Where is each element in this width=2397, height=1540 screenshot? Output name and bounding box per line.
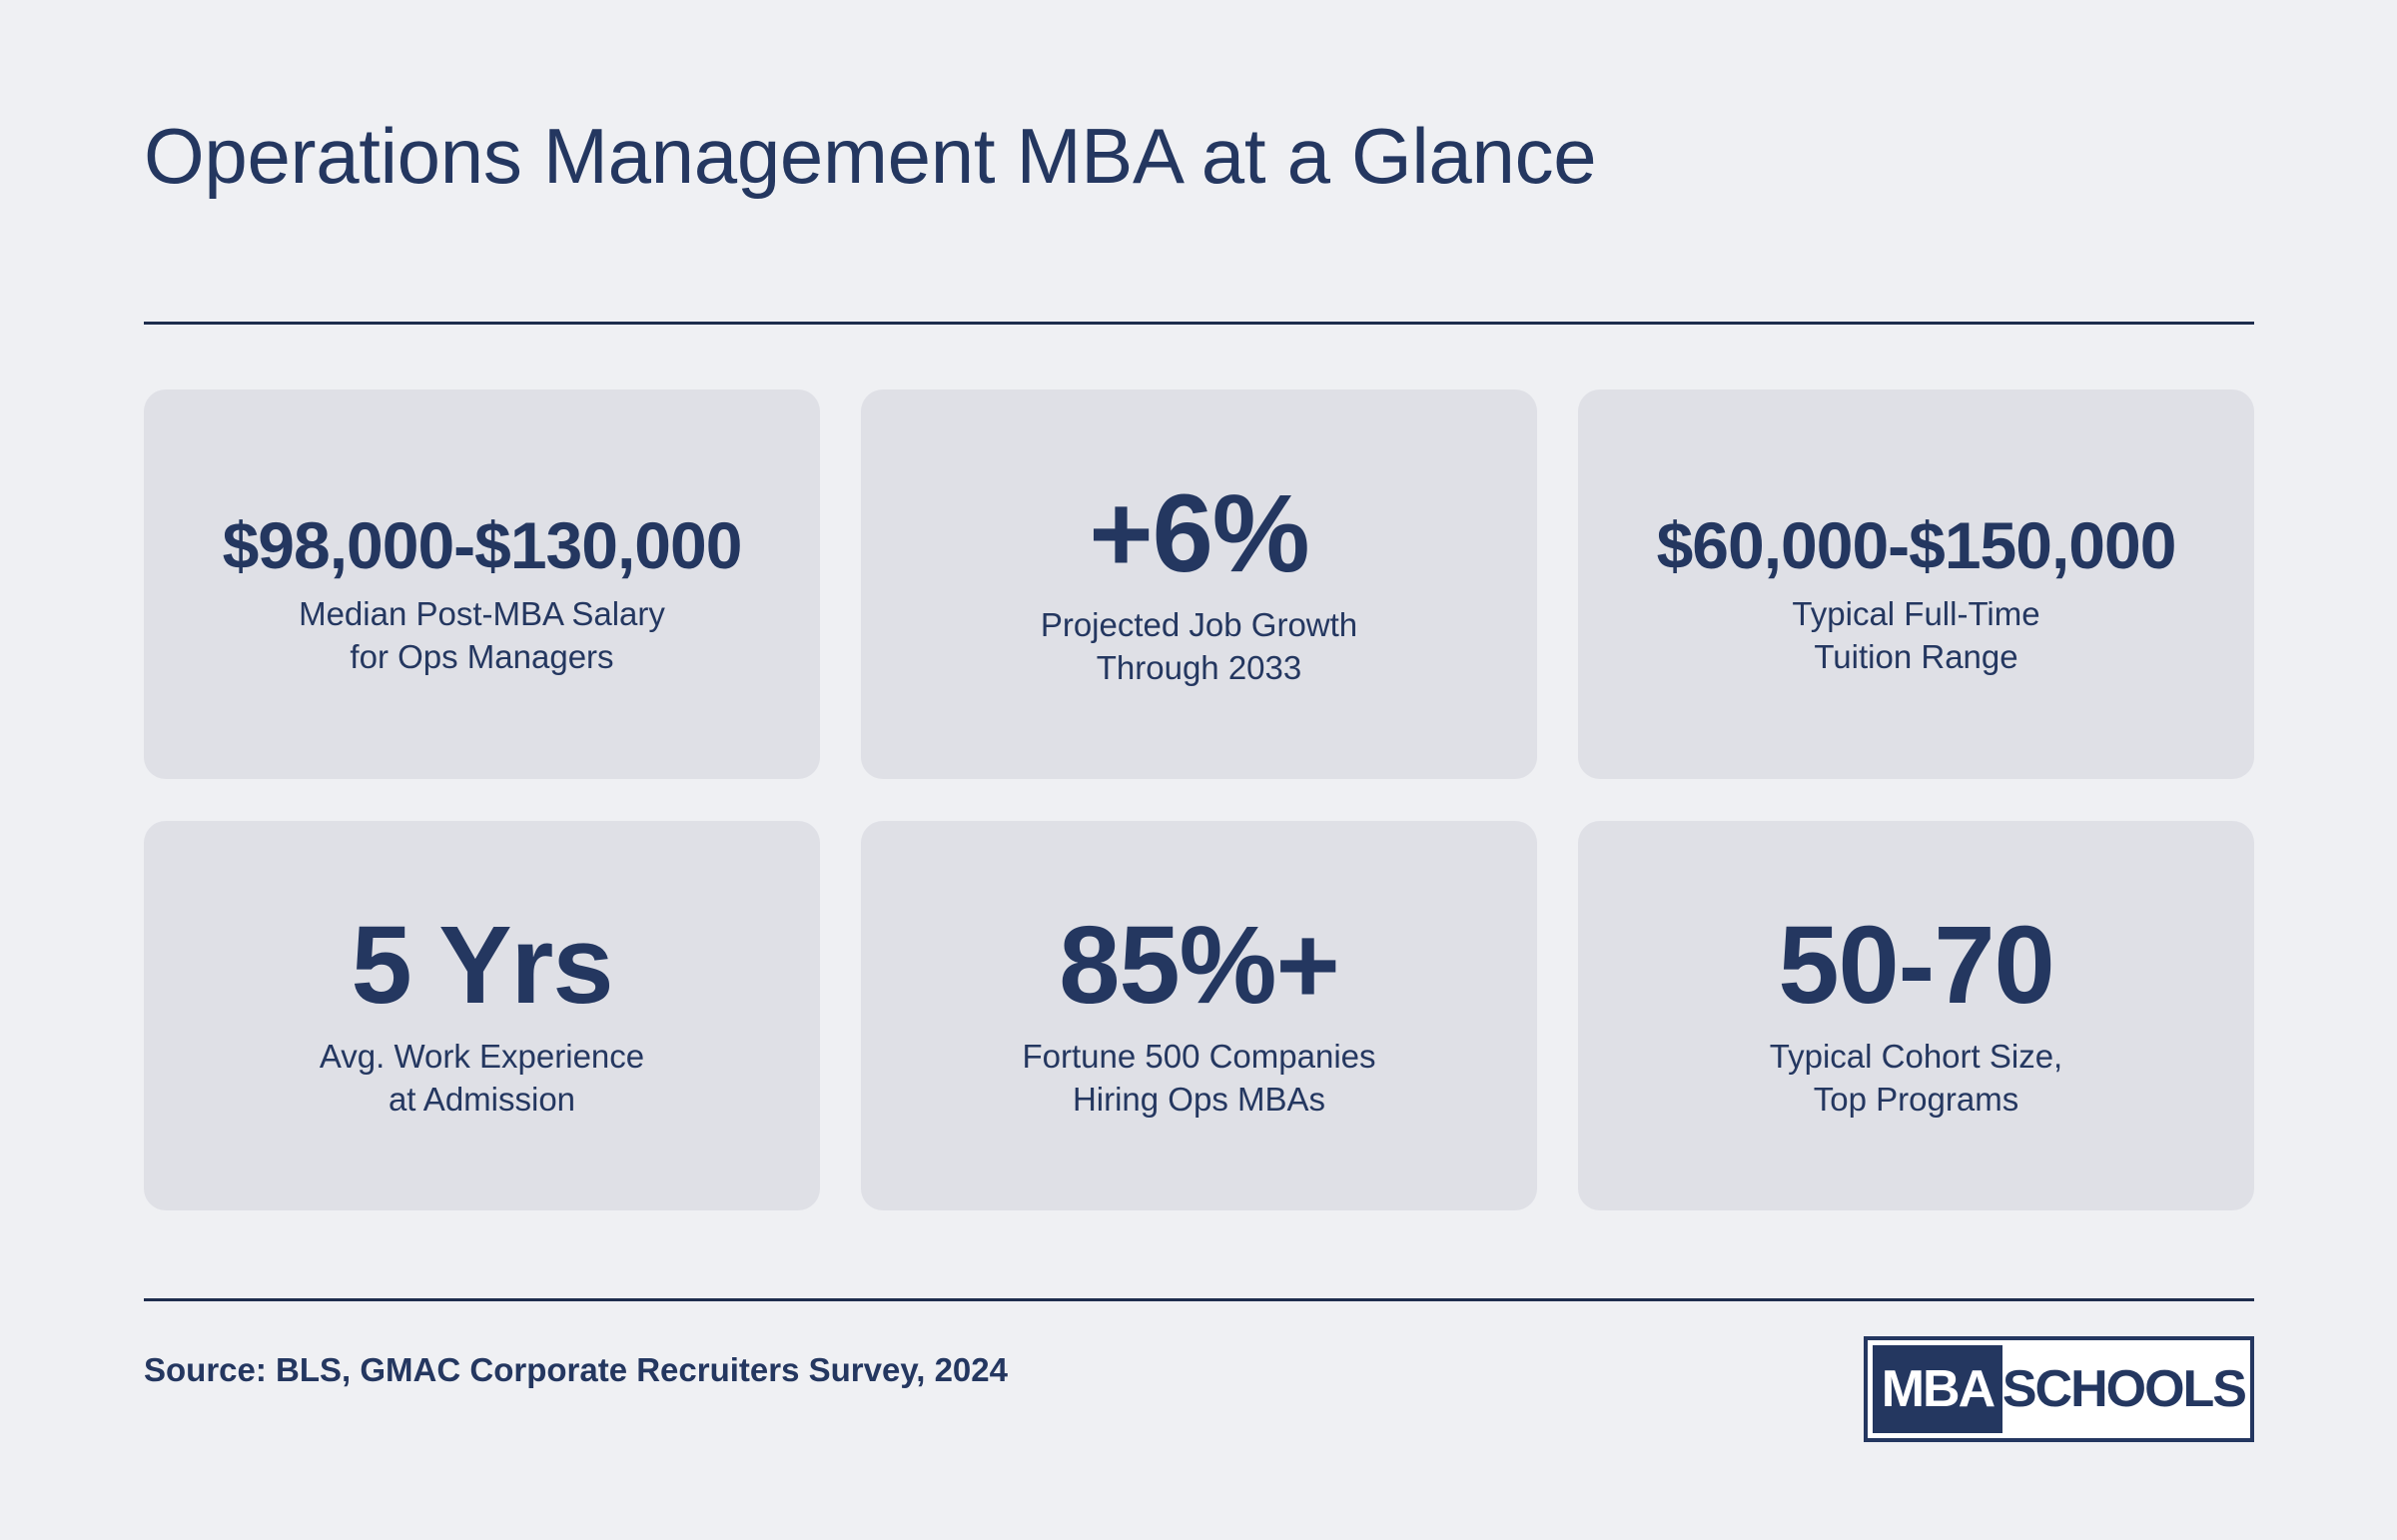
stat-label-line: Tuition Range (1814, 638, 2018, 675)
stat-label-line: Median Post-MBA Salary (299, 595, 665, 632)
page-title: Operations Management MBA at a Glance (144, 112, 1597, 200)
stat-label-line: Top Programs (1813, 1081, 2019, 1118)
stat-label: Typical Cohort Size, Top Programs (1770, 1035, 2062, 1121)
stat-label-line: Typical Full-Time (1792, 595, 2040, 632)
stat-value: 85%+ (1059, 904, 1339, 1027)
stat-label-line: Fortune 500 Companies (1022, 1038, 1376, 1075)
stat-card-job-growth: +6% Projected Job Growth Through 2033 (861, 389, 1537, 779)
stat-label: Projected Job Growth Through 2033 (1041, 603, 1357, 689)
stat-label-line: for Ops Managers (350, 638, 614, 675)
stat-card-fortune-500: 85%+ Fortune 500 Companies Hiring Ops MB… (861, 821, 1537, 1210)
stat-label-line: Avg. Work Experience (319, 1038, 645, 1075)
stat-label-line: Hiring Ops MBAs (1072, 1081, 1326, 1118)
stat-card-tuition: $60,000-$150,000 Typical Full-Time Tuiti… (1578, 389, 2254, 779)
stat-card-work-experience: 5 Yrs Avg. Work Experience at Admission (144, 821, 820, 1210)
stat-label: Avg. Work Experience at Admission (320, 1035, 644, 1121)
stat-card-cohort-size: 50-70 Typical Cohort Size, Top Programs (1578, 821, 2254, 1210)
stat-value: 5 Yrs (351, 904, 613, 1027)
stat-card-salary: $98,000-$130,000 Median Post-MBA Salary … (144, 389, 820, 779)
stat-label: Typical Full-Time Tuition Range (1792, 592, 2039, 678)
source-note: Source: BLS, GMAC Corporate Recruiters S… (144, 1351, 1008, 1388)
stat-value: 50-70 (1778, 904, 2054, 1027)
stat-label: Median Post-MBA Salary for Ops Managers (299, 592, 665, 678)
stat-label: Fortune 500 Companies Hiring Ops MBAs (1022, 1035, 1375, 1121)
stat-label-line: Projected Job Growth (1040, 606, 1358, 643)
stat-value: +6% (1089, 472, 1309, 595)
stat-value: $98,000-$130,000 (222, 508, 743, 582)
logo-schools-text: SCHOOLS (2001, 1360, 2247, 1418)
mba-schools-logo: MBA SCHOOLS (1864, 1336, 2254, 1442)
logo-mba-text: MBA (1873, 1345, 2002, 1433)
bottom-divider (144, 1298, 2254, 1301)
stat-label-line: Through 2033 (1096, 649, 1302, 686)
stats-grid: $98,000-$130,000 Median Post-MBA Salary … (144, 389, 2254, 1210)
stat-value: $60,000-$150,000 (1656, 508, 2177, 582)
stat-label-line: Typical Cohort Size, (1769, 1038, 2063, 1075)
stat-label-line: at Admission (388, 1081, 576, 1118)
top-divider (144, 322, 2254, 325)
